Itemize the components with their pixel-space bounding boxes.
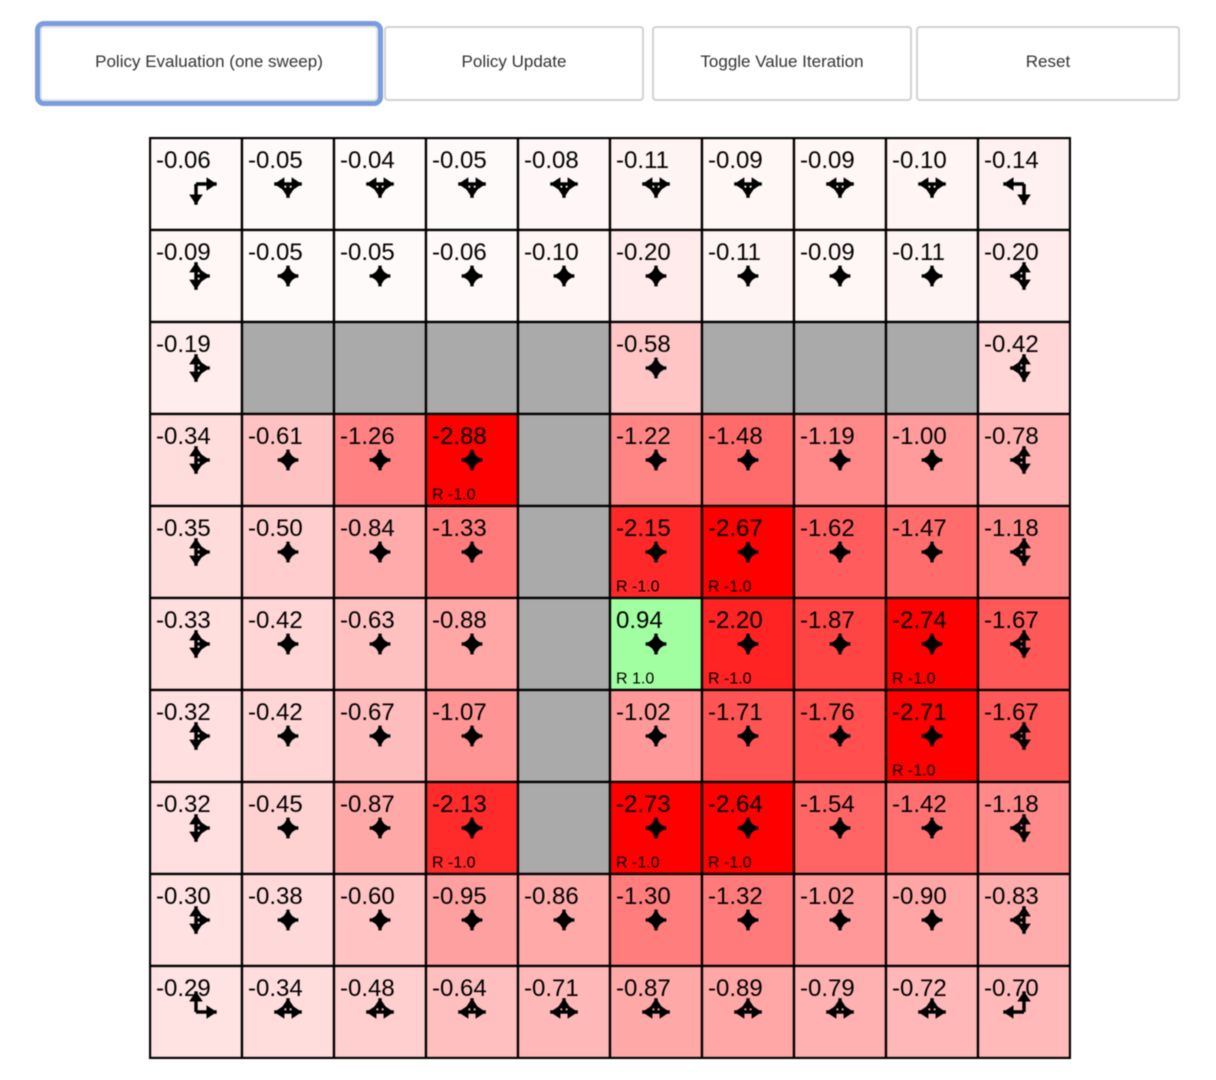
svg-text:-0.42: -0.42 — [248, 607, 303, 634]
svg-text:-0.61: -0.61 — [248, 423, 303, 450]
svg-text:R -1.0: R -1.0 — [708, 579, 752, 596]
svg-text:-0.72: -0.72 — [892, 975, 947, 1002]
svg-text:-0.71: -0.71 — [524, 975, 579, 1002]
svg-text:-0.14: -0.14 — [984, 147, 1039, 174]
svg-text:-2.74: -2.74 — [892, 607, 947, 634]
svg-text:-2.64: -2.64 — [708, 791, 763, 818]
svg-text:-0.89: -0.89 — [708, 975, 763, 1002]
svg-text:-1.02: -1.02 — [616, 699, 671, 726]
svg-text:-0.42: -0.42 — [248, 699, 303, 726]
svg-text:-0.05: -0.05 — [248, 239, 303, 266]
svg-text:-1.62: -1.62 — [800, 515, 855, 542]
svg-text:-0.09: -0.09 — [800, 239, 855, 266]
svg-text:R 1.0: R 1.0 — [616, 671, 654, 688]
svg-text:R -1.0: R -1.0 — [708, 671, 752, 688]
svg-text:-1.54: -1.54 — [800, 791, 855, 818]
svg-text:-1.30: -1.30 — [616, 883, 671, 910]
svg-text:-1.26: -1.26 — [340, 423, 395, 450]
svg-text:-0.08: -0.08 — [524, 147, 579, 174]
svg-text:-1.47: -1.47 — [892, 515, 947, 542]
svg-text:-1.19: -1.19 — [800, 423, 855, 450]
svg-text:R -1.0: R -1.0 — [616, 579, 660, 596]
svg-text:-0.86: -0.86 — [524, 883, 579, 910]
svg-text:-0.09: -0.09 — [800, 147, 855, 174]
svg-text:-0.30: -0.30 — [156, 883, 211, 910]
svg-text:-0.78: -0.78 — [984, 423, 1039, 450]
svg-text:-0.90: -0.90 — [892, 883, 947, 910]
svg-text:-0.04: -0.04 — [340, 147, 395, 174]
svg-text:-1.67: -1.67 — [984, 607, 1039, 634]
svg-text:-0.10: -0.10 — [524, 239, 579, 266]
svg-text:-1.87: -1.87 — [800, 607, 855, 634]
svg-text:-0.83: -0.83 — [984, 883, 1039, 910]
svg-text:-2.13: -2.13 — [432, 791, 487, 818]
svg-text:-1.76: -1.76 — [800, 699, 855, 726]
svg-text:-0.64: -0.64 — [432, 975, 487, 1002]
svg-text:-2.67: -2.67 — [708, 515, 763, 542]
svg-text:-0.05: -0.05 — [248, 147, 303, 174]
svg-text:-1.22: -1.22 — [616, 423, 671, 450]
svg-text:-0.84: -0.84 — [340, 515, 395, 542]
svg-text:-0.88: -0.88 — [432, 607, 487, 634]
svg-text:-0.87: -0.87 — [616, 975, 671, 1002]
svg-text:R -1.0: R -1.0 — [432, 855, 476, 872]
svg-text:-1.32: -1.32 — [708, 883, 763, 910]
svg-text:-2.73: -2.73 — [616, 791, 671, 818]
svg-text:-0.35: -0.35 — [156, 515, 211, 542]
svg-text:-1.42: -1.42 — [892, 791, 947, 818]
svg-text:R -1.0: R -1.0 — [892, 671, 936, 688]
svg-text:-0.48: -0.48 — [340, 975, 395, 1002]
svg-text:-0.79: -0.79 — [800, 975, 855, 1002]
svg-text:-1.48: -1.48 — [708, 423, 763, 450]
svg-text:-0.10: -0.10 — [892, 147, 947, 174]
svg-text:-0.05: -0.05 — [340, 239, 395, 266]
svg-text:-2.88: -2.88 — [432, 423, 487, 450]
svg-text:-1.67: -1.67 — [984, 699, 1039, 726]
svg-text:-2.71: -2.71 — [892, 699, 947, 726]
svg-text:-0.06: -0.06 — [432, 239, 487, 266]
svg-text:-0.19: -0.19 — [156, 331, 211, 358]
svg-text:-0.11: -0.11 — [708, 239, 761, 266]
svg-text:-0.67: -0.67 — [340, 699, 395, 726]
svg-text:-0.11: -0.11 — [892, 239, 945, 266]
svg-text:-1.00: -1.00 — [892, 423, 947, 450]
svg-text:0.94: 0.94 — [616, 607, 663, 634]
svg-text:-0.29: -0.29 — [156, 975, 211, 1002]
svg-text:-0.45: -0.45 — [248, 791, 303, 818]
svg-text:-0.06: -0.06 — [156, 147, 211, 174]
svg-text:-0.42: -0.42 — [984, 331, 1039, 358]
svg-text:R -1.0: R -1.0 — [708, 855, 752, 872]
svg-text:-1.18: -1.18 — [984, 791, 1039, 818]
svg-text:-1.71: -1.71 — [708, 699, 763, 726]
svg-text:-0.20: -0.20 — [616, 239, 671, 266]
svg-text:-0.95: -0.95 — [432, 883, 487, 910]
svg-text:-0.34: -0.34 — [156, 423, 211, 450]
svg-text:R -1.0: R -1.0 — [432, 487, 476, 504]
svg-text:-0.11: -0.11 — [616, 147, 669, 174]
svg-text:R -1.0: R -1.0 — [616, 855, 660, 872]
svg-text:-0.32: -0.32 — [156, 791, 211, 818]
svg-text:-0.38: -0.38 — [248, 883, 303, 910]
svg-text:-0.09: -0.09 — [156, 239, 211, 266]
svg-text:-1.33: -1.33 — [432, 515, 487, 542]
svg-text:-0.63: -0.63 — [340, 607, 395, 634]
svg-text:-0.50: -0.50 — [248, 515, 303, 542]
svg-text:-0.34: -0.34 — [248, 975, 303, 1002]
svg-text:-0.05: -0.05 — [432, 147, 487, 174]
svg-text:-0.87: -0.87 — [340, 791, 395, 818]
svg-text:-0.70: -0.70 — [984, 975, 1039, 1002]
svg-text:-0.33: -0.33 — [156, 607, 211, 634]
svg-text:-2.20: -2.20 — [708, 607, 763, 634]
svg-text:R -1.0: R -1.0 — [892, 763, 936, 780]
svg-text:-1.07: -1.07 — [432, 699, 487, 726]
svg-text:-0.60: -0.60 — [340, 883, 395, 910]
svg-text:-2.15: -2.15 — [616, 515, 671, 542]
svg-text:-0.09: -0.09 — [708, 147, 763, 174]
svg-text:-1.02: -1.02 — [800, 883, 855, 910]
svg-text:-0.32: -0.32 — [156, 699, 211, 726]
svg-text:-1.18: -1.18 — [984, 515, 1039, 542]
svg-text:-0.20: -0.20 — [984, 239, 1039, 266]
svg-text:-0.58: -0.58 — [616, 331, 671, 358]
